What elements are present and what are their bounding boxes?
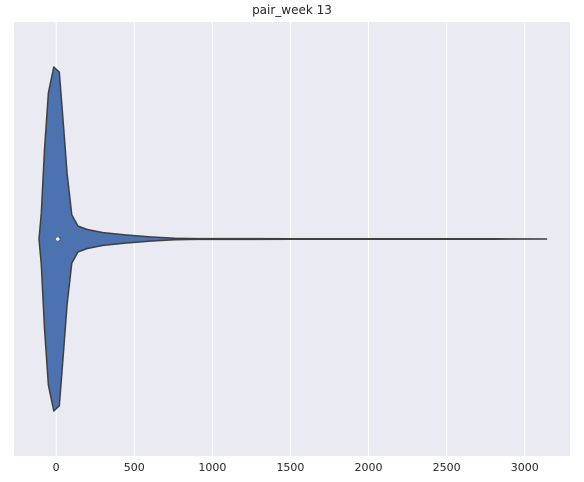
x-tick-label: 0 bbox=[53, 461, 60, 474]
x-tick-label: 2000 bbox=[355, 461, 383, 474]
violin-body bbox=[38, 66, 548, 412]
chart-title: pair_week 13 bbox=[252, 3, 332, 17]
violin-median-marker bbox=[56, 237, 60, 241]
x-tick-label: 500 bbox=[124, 461, 145, 474]
x-tick-label: 3000 bbox=[511, 461, 539, 474]
x-axis-ticks: 0 500 1000 1500 2000 2500 3000 bbox=[53, 461, 539, 474]
violin-group bbox=[38, 66, 548, 412]
x-tick-label: 2500 bbox=[433, 461, 461, 474]
x-tick-label: 1500 bbox=[276, 461, 304, 474]
x-tick-label: 1000 bbox=[198, 461, 226, 474]
